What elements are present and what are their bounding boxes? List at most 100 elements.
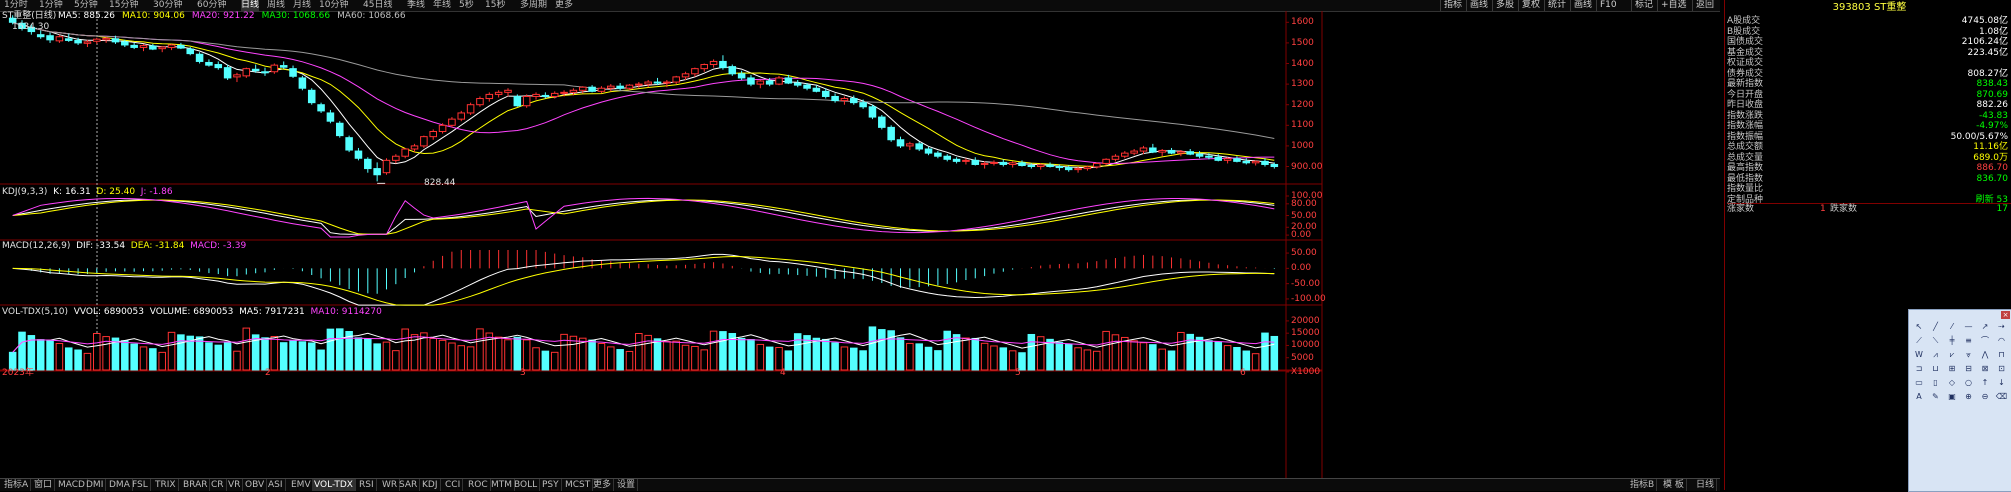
toolbar-button[interactable]: 统计: [1544, 0, 1569, 11]
period-tab[interactable]: 5分钟: [74, 0, 98, 10]
indicator-tab[interactable]: RSI: [357, 479, 377, 491]
indicator-tab[interactable]: EMV: [289, 479, 314, 491]
indicator-tab[interactable]: OBV: [243, 479, 268, 491]
indicator-tab[interactable]: BOLL: [512, 479, 541, 491]
indicator-tab[interactable]: CCI: [443, 479, 464, 491]
drawing-tool-icon[interactable]: ⌒: [1981, 336, 1989, 345]
drawing-tool-icon[interactable]: ⇢: [1998, 322, 2005, 331]
drawing-tool-icon[interactable]: ⊓: [1998, 350, 2005, 359]
drawing-tool-icon[interactable]: ⩗: [1949, 350, 1955, 359]
drawing-tool-icon[interactable]: ⊔: [1932, 364, 1939, 373]
period-tab[interactable]: 10分钟: [319, 0, 349, 10]
period-tab[interactable]: 45日线: [363, 0, 393, 10]
drawing-tool-icon[interactable]: —: [1964, 322, 1973, 331]
indicator-tab[interactable]: WR: [380, 479, 401, 491]
indicator-tab[interactable]: DMI: [84, 479, 107, 491]
period-tab[interactable]: 年线: [433, 0, 452, 10]
drawing-tool-icon[interactable]: ⟋: [1916, 336, 1922, 345]
drawing-tool-icon[interactable]: ⊟: [1965, 364, 1972, 373]
drawing-tool-icon[interactable]: ⩔: [1966, 350, 1971, 359]
drawing-tool-icon[interactable]: ◠: [1998, 336, 2005, 345]
period-tab[interactable]: 60分钟: [197, 0, 227, 10]
drawing-tool-icon[interactable]: ◇: [1948, 378, 1956, 387]
drawing-toolbox[interactable]: × ↖ ╱ ⁄ — ↗ ⇢ ⟋ ⟍ ╪ ≡ ⌒ ◠ W ⩘ ⩗ ⩔ ⋀ ⊓ ⊐ ⊔ ⊞ ⊟ ⊠ ⊡ ▭ ▯ ◇ ○ ↑ ↓ A ✎ ▣ ⊕ ⊖ ⌫: [1908, 309, 2011, 492]
drawing-tool-icon[interactable]: ⊕: [1965, 392, 1972, 401]
toolbar-button[interactable]: 返回: [1692, 0, 1717, 11]
drawing-tool-icon[interactable]: ⁄: [1951, 322, 1953, 331]
indicator-tab[interactable]: ROC: [466, 479, 491, 491]
period-tab[interactable]: 月线: [293, 0, 312, 10]
period-tab[interactable]: 1分时: [4, 0, 28, 10]
indicator-tab[interactable]: 更多: [591, 479, 615, 491]
drawing-tool-icon[interactable]: ⩘: [1933, 350, 1938, 359]
toolbar-button[interactable]: 画线: [1570, 0, 1595, 11]
volume-bar: [233, 350, 241, 371]
period-tab[interactable]: 5秒: [459, 0, 474, 10]
toolbox-close-icon[interactable]: ×: [2001, 311, 2010, 319]
bottom-right-button[interactable]: 模 板: [1661, 479, 1687, 491]
drawing-tool-icon[interactable]: ▣: [1948, 392, 1956, 401]
indicator-tab[interactable]: CR: [209, 479, 227, 491]
indicator-tab[interactable]: VR: [226, 479, 244, 491]
drawing-tool-icon[interactable]: ⊖: [1981, 392, 1989, 401]
indicator-tab[interactable]: VOL-TDX: [312, 479, 356, 491]
toolbar-button[interactable]: 复权: [1518, 0, 1543, 11]
toolbar-button[interactable]: 多股: [1492, 0, 1517, 11]
x-tick-label: 2023年: [2, 368, 34, 378]
drawing-tool-icon[interactable]: ⊠: [1981, 364, 1989, 373]
drawing-tool-icon[interactable]: ≡: [1965, 336, 1972, 345]
indicator-tab[interactable]: DMA: [107, 479, 133, 491]
drawing-tool-icon[interactable]: ⋀: [1981, 350, 1989, 359]
drawing-tool-icon[interactable]: ╪: [1949, 336, 1955, 345]
drawing-tool-icon[interactable]: ⊡: [1998, 364, 2005, 373]
drawing-tool-icon[interactable]: ⌫: [1995, 392, 2008, 401]
bottom-right-button[interactable]: 日线: [1694, 479, 1718, 491]
drawing-tool-icon[interactable]: ↖: [1915, 322, 1923, 331]
drawing-tool-icon[interactable]: ↑: [1981, 378, 1989, 387]
indicator-tab[interactable]: ASI: [266, 479, 286, 491]
drawing-tool-icon[interactable]: ↗: [1981, 322, 1989, 331]
period-tab[interactable]: 1分钟: [39, 0, 63, 10]
volume-bar: [943, 330, 952, 371]
indicator-tab[interactable]: 指标A: [2, 479, 32, 491]
period-tab[interactable]: 多周期: [520, 0, 548, 10]
period-tab[interactable]: 更多: [555, 0, 574, 10]
drawing-tool-icon[interactable]: ▯: [1933, 378, 1938, 387]
period-tab[interactable]: 30分钟: [153, 0, 183, 10]
drawing-tool-icon[interactable]: ↓: [1998, 378, 2005, 387]
candle-body: [700, 64, 709, 70]
toolbar-button[interactable]: 指标: [1440, 0, 1465, 11]
indicator-tab[interactable]: MACD: [56, 479, 88, 491]
toolbar-button[interactable]: 标记: [1631, 0, 1656, 11]
indicator-tab[interactable]: 窗口: [32, 479, 56, 491]
indicator-tab[interactable]: 设置: [615, 479, 639, 491]
period-tab[interactable]: 季线: [407, 0, 426, 10]
indicator-tab[interactable]: SAR: [397, 479, 421, 491]
drawing-tool-icon[interactable]: ○: [1965, 378, 1972, 387]
indicator-tab[interactable]: BRAR: [181, 479, 211, 491]
period-tab[interactable]: 周线: [267, 0, 286, 10]
chart-canvas[interactable]: [0, 0, 1724, 490]
drawing-tool-icon[interactable]: W: [1915, 350, 1923, 359]
drawing-tool-icon[interactable]: ⊞: [1948, 364, 1956, 373]
indicator-tab[interactable]: KDJ: [420, 479, 441, 491]
indicator-tab[interactable]: PSY: [540, 479, 562, 491]
bottom-right-button[interactable]: 指标B: [1628, 479, 1658, 491]
candle-body: [335, 122, 344, 137]
toolbar-button[interactable]: 画线: [1466, 0, 1491, 11]
drawing-tool-icon[interactable]: ✎: [1932, 392, 1939, 401]
period-tab[interactable]: 日线: [241, 0, 260, 11]
drawing-tool-icon[interactable]: ▭: [1915, 378, 1923, 387]
toolbar-button[interactable]: +自选: [1657, 0, 1690, 11]
indicator-tab[interactable]: MTM: [489, 479, 516, 491]
drawing-tool-icon[interactable]: ╱: [1933, 322, 1938, 331]
indicator-tab[interactable]: FSL: [130, 479, 151, 491]
indicator-tab[interactable]: TRIX: [153, 479, 179, 491]
toolbar-button[interactable]: F10: [1596, 0, 1620, 11]
period-tab[interactable]: 15分钟: [109, 0, 139, 10]
period-tab[interactable]: 15秒: [485, 0, 506, 10]
drawing-tool-icon[interactable]: ⟍: [1932, 336, 1939, 345]
drawing-tool-icon[interactable]: A: [1916, 392, 1922, 401]
drawing-tool-icon[interactable]: ⊐: [1915, 364, 1923, 373]
indicator-tab[interactable]: MCST: [563, 479, 594, 491]
